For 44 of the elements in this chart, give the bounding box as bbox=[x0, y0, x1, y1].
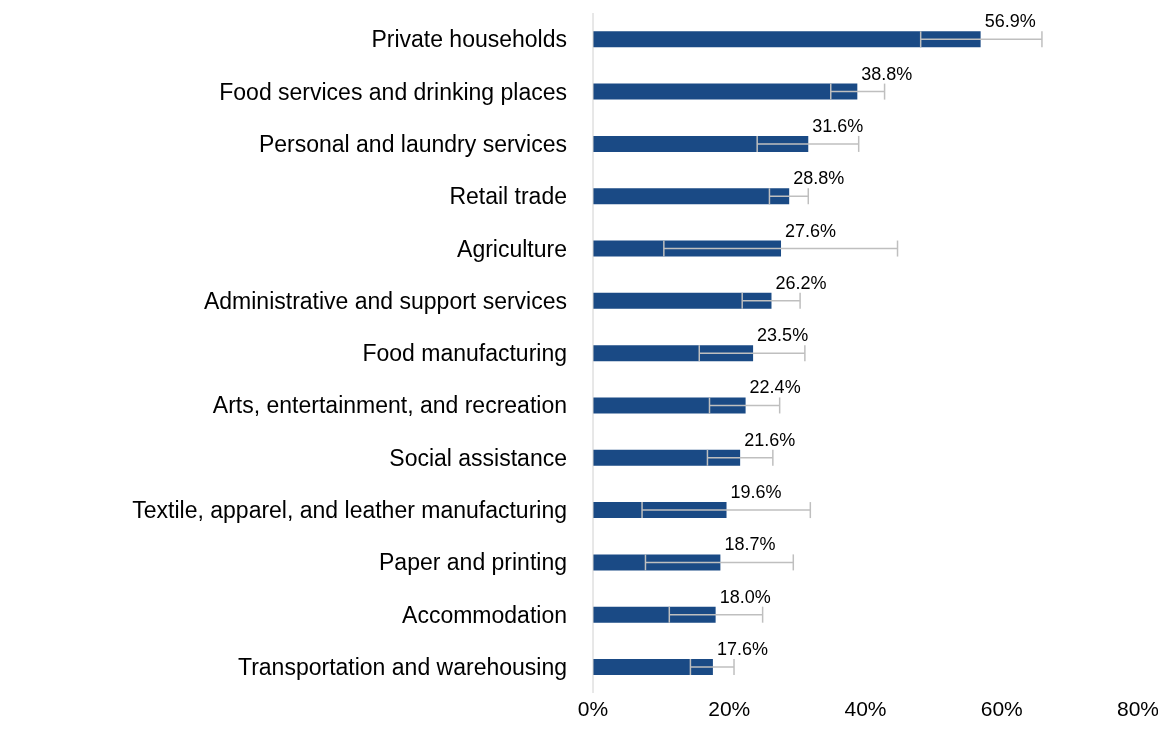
y-tick-label: Food services and drinking places bbox=[219, 78, 567, 105]
data-label: 56.9% bbox=[984, 11, 1036, 32]
y-tick-label: Retail trade bbox=[449, 183, 567, 210]
data-label: 17.6% bbox=[716, 639, 768, 659]
y-tick-label: Private households bbox=[371, 26, 567, 53]
bar bbox=[593, 188, 790, 205]
x-tick-label: 40% bbox=[844, 696, 887, 720]
data-label: 21.6% bbox=[744, 429, 796, 450]
y-tick-label: Arts, entertainment, and recreation bbox=[212, 392, 567, 419]
y-tick-label: Administrative and support services bbox=[203, 287, 567, 314]
data-label: 38.8% bbox=[861, 63, 913, 84]
data-label: 19.6% bbox=[730, 482, 782, 503]
y-tick-label: Food manufacturing bbox=[362, 340, 567, 367]
data-label: 31.6% bbox=[812, 115, 864, 136]
bar bbox=[593, 292, 772, 309]
x-tick-label: 80% bbox=[1116, 696, 1160, 720]
bar bbox=[593, 502, 727, 519]
bar bbox=[593, 135, 809, 152]
data-label: 27.6% bbox=[785, 220, 837, 241]
bar bbox=[593, 240, 782, 257]
bar bbox=[593, 554, 721, 571]
y-tick-label: Textile, apparel, and leather manufacturing bbox=[132, 497, 567, 524]
bar bbox=[593, 397, 746, 414]
data-label: 18.0% bbox=[719, 586, 771, 607]
x-tick-label: 20% bbox=[708, 696, 751, 720]
data-label: 22.4% bbox=[749, 377, 801, 398]
data-label: 26.2% bbox=[775, 272, 827, 293]
bar bbox=[593, 606, 716, 623]
y-tick-label: Social assistance bbox=[389, 444, 567, 471]
y-tick-label: Personal and laundry services bbox=[258, 130, 567, 157]
x-tick-label: 0% bbox=[577, 696, 609, 720]
y-tick-label: Transportation and warehousing bbox=[237, 654, 567, 681]
bar bbox=[593, 449, 741, 466]
data-label: 28.8% bbox=[793, 168, 845, 189]
y-tick-label: Accommodation bbox=[402, 601, 567, 628]
y-tick-label: Agriculture bbox=[457, 235, 567, 262]
bar bbox=[593, 345, 754, 362]
y-tick-label: Paper and printing bbox=[379, 549, 567, 576]
data-label: 23.5% bbox=[757, 325, 809, 346]
bar bbox=[593, 83, 858, 100]
bar bbox=[593, 31, 981, 48]
data-label: 18.7% bbox=[724, 534, 776, 555]
bar bbox=[593, 659, 713, 675]
x-tick-label: 60% bbox=[980, 696, 1023, 720]
